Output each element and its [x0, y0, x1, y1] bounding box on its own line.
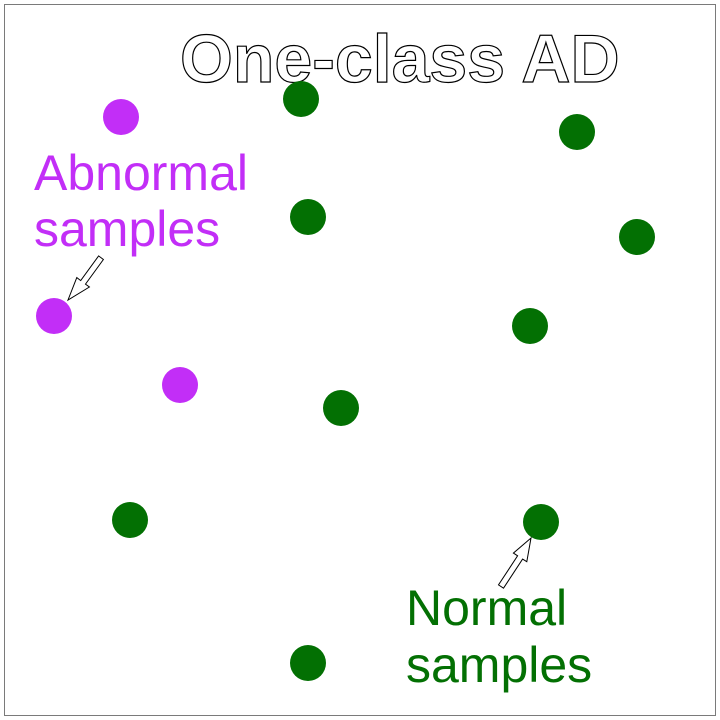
diagram-frame — [4, 4, 716, 716]
normal-sample-point — [112, 502, 148, 538]
normal-sample-point — [283, 81, 319, 117]
normal-sample-point — [323, 390, 359, 426]
normal-sample-point — [523, 504, 559, 540]
abnormal-sample-point — [162, 367, 198, 403]
normal-samples — [112, 81, 655, 681]
normal-sample-point — [290, 645, 326, 681]
abnormal-sample-point — [103, 99, 139, 135]
diagram-title: One-class AD — [180, 21, 620, 97]
abnormal-sample-point — [36, 298, 72, 334]
normal-arrow-icon — [497, 536, 532, 589]
normal-label-line1: Normal — [406, 580, 567, 636]
normal-label-line2: samples — [406, 637, 592, 693]
normal-sample-point — [512, 308, 548, 344]
abnormal-label-line2: samples — [34, 201, 220, 257]
abnormal-samples — [36, 99, 198, 403]
normal-sample-point — [559, 114, 595, 150]
normal-sample-point — [290, 199, 326, 235]
abnormal-label-line1: Abnormal — [34, 145, 248, 201]
normal-sample-point — [619, 219, 655, 255]
abnormal-arrow-icon — [66, 255, 105, 302]
